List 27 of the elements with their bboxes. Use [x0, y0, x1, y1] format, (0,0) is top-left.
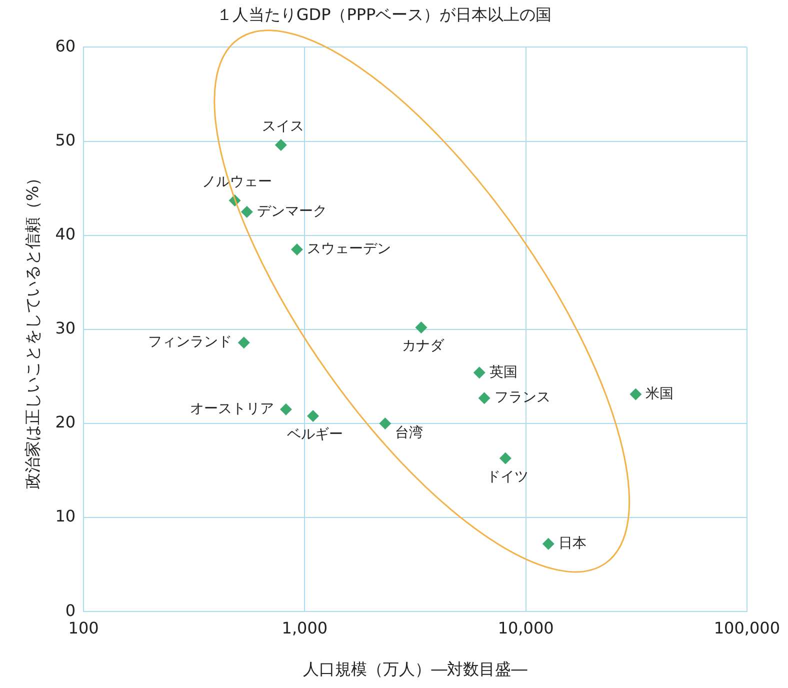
annotation: ドイツ — [486, 468, 528, 485]
y-tick-label: 50 — [55, 130, 76, 150]
annotation: カナダ — [402, 338, 446, 354]
annotation: 台湾 — [395, 425, 424, 442]
annotation: オーストリア — [190, 400, 274, 417]
y-tick-label: 0 — [65, 600, 76, 620]
y-tick-label: 30 — [55, 318, 76, 338]
x-axis-title: 人口規模（万人）―対数目盛― — [303, 660, 528, 679]
annotation: スイス — [262, 118, 304, 135]
x-tick-label: 100,000 — [714, 618, 780, 638]
annotation: 日本 — [558, 536, 586, 552]
y-tick-label: 10 — [55, 506, 76, 526]
x-tick-label: 10,000 — [498, 618, 554, 638]
annotation: フィンランド — [148, 334, 232, 350]
chart-title: １人当たりGDP（PPPベース）が日本以上の国 — [216, 4, 552, 24]
y-tick-label: 60 — [55, 36, 76, 56]
x-tick-label: 1,000 — [282, 618, 328, 638]
y-tick-label: 40 — [55, 224, 76, 244]
y-axis-title: 政治家は正しいことをしていると信頼（%） — [22, 170, 42, 489]
annotation: 米国 — [646, 386, 674, 402]
annotation: デンマーク — [256, 203, 327, 220]
annotation: 英国 — [489, 364, 518, 380]
annotation: ベルギー — [287, 426, 344, 443]
annotation: スウェーデン — [306, 241, 391, 258]
x-tick-label: 100 — [68, 618, 99, 638]
annotation: フランス — [494, 390, 550, 406]
y-tick-label: 20 — [55, 412, 76, 432]
